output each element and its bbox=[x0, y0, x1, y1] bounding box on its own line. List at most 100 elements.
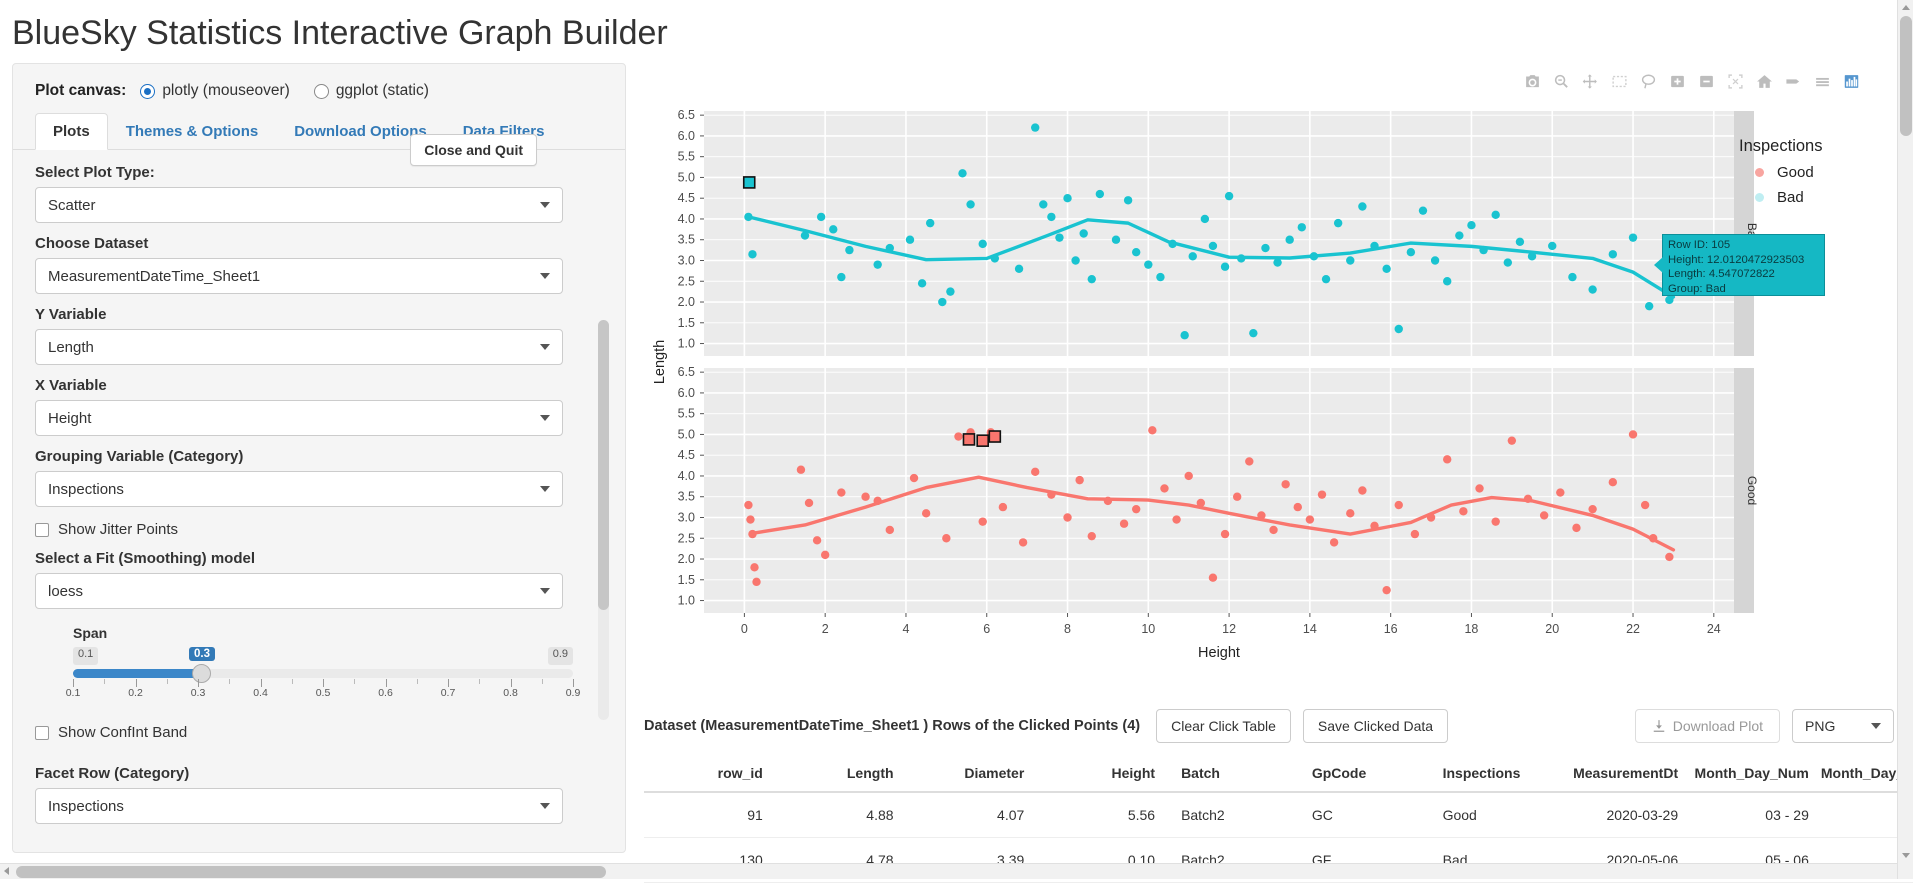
show-jitter-points-label: Show Jitter Points bbox=[58, 521, 179, 538]
autoscale-icon[interactable] bbox=[1727, 73, 1744, 90]
span-slider-block: Span 0.1 0.3 0.9 0.1 0.2 0.3 0.4 0.5 0.6 0.7 0.… bbox=[66, 625, 581, 702]
page-vertical-scrollbar[interactable] bbox=[1897, 0, 1913, 879]
chevron-down-icon bbox=[540, 415, 550, 421]
span-slider-tick-labels: 0.1 0.2 0.3 0.4 0.5 0.6 0.7 0.8 0.9 bbox=[66, 687, 581, 702]
home-icon[interactable] bbox=[1756, 73, 1773, 90]
scroll-down-arrow-icon[interactable] bbox=[1902, 853, 1910, 858]
format-select[interactable]: PNG bbox=[1792, 709, 1894, 743]
facet-row-value: Inspections bbox=[48, 797, 124, 815]
slider-tick bbox=[416, 679, 418, 684]
download-controls: Download Plot PNG bbox=[1634, 709, 1894, 743]
legend-item-bad[interactable]: Bad bbox=[1755, 189, 1822, 206]
slider-tick bbox=[198, 679, 199, 687]
span-min-label: 0.1 bbox=[73, 647, 99, 665]
svg-text:6.5: 6.5 bbox=[678, 365, 695, 379]
radio-plotly-label: plotly (mouseover) bbox=[162, 82, 290, 99]
box-select-icon[interactable] bbox=[1611, 73, 1628, 90]
radio-plotly[interactable]: plotly (mouseover) bbox=[140, 82, 290, 100]
download-plot-label: Download Plot bbox=[1672, 718, 1763, 734]
scroll-left-arrow-icon[interactable] bbox=[4, 867, 9, 875]
legend-label-good: Good bbox=[1777, 164, 1814, 181]
svg-text:2.0: 2.0 bbox=[678, 552, 695, 566]
svg-text:2: 2 bbox=[822, 622, 829, 636]
show-jitter-points-checkbox[interactable]: Show Jitter Points bbox=[35, 521, 585, 538]
svg-text:5.5: 5.5 bbox=[678, 407, 695, 421]
x-variable-select[interactable]: Height bbox=[35, 400, 563, 436]
controls-sidebar: Plot canvas: plotly (mouseover) ggplot (… bbox=[12, 63, 626, 853]
svg-text:3.0: 3.0 bbox=[678, 510, 695, 524]
scroll-up-arrow-icon[interactable] bbox=[1902, 5, 1910, 10]
zoom-in-icon[interactable] bbox=[1669, 73, 1686, 90]
table-header-Batch: Batch bbox=[1167, 757, 1298, 793]
slider-tick bbox=[229, 679, 231, 684]
svg-text:1.0: 1.0 bbox=[678, 337, 695, 351]
hover-compare-icon[interactable] bbox=[1814, 73, 1831, 90]
hover-closest-icon[interactable] bbox=[1843, 73, 1860, 90]
table-cell: Good bbox=[1428, 792, 1560, 838]
plot-type-select[interactable]: Scatter bbox=[35, 187, 563, 223]
slider-tick bbox=[291, 679, 293, 684]
plot-type-label: Select Plot Type: bbox=[35, 164, 155, 181]
camera-icon[interactable] bbox=[1524, 73, 1541, 90]
zoom-icon[interactable] bbox=[1553, 73, 1570, 90]
span-title: Span bbox=[73, 625, 108, 641]
y-variable-label: Y Variable bbox=[35, 306, 107, 323]
svg-text:2.5: 2.5 bbox=[678, 531, 695, 545]
sidebar-scrollbar[interactable] bbox=[598, 320, 609, 720]
tab-plots[interactable]: Plots bbox=[35, 113, 108, 150]
dataset-label: Choose Dataset bbox=[35, 235, 149, 252]
tooltip-arrow-icon bbox=[1654, 257, 1663, 273]
table-row[interactable]: 91 4.88 4.07 5.56 Batch2 GC Good 2020-03-29 03 -… bbox=[644, 792, 1913, 838]
span-slider-handle[interactable] bbox=[192, 664, 211, 683]
tab-themes-options[interactable]: Themes & Options bbox=[125, 123, 259, 140]
legend-title: Inspections bbox=[1739, 137, 1823, 155]
toggle-spikelines-icon[interactable] bbox=[1785, 73, 1802, 90]
legend-label-bad: Bad bbox=[1777, 189, 1804, 206]
table-cell: 03 - 29 bbox=[1690, 792, 1821, 838]
close-and-quit-button[interactable]: Close and Quit bbox=[410, 134, 537, 166]
download-plot-button[interactable]: Download Plot bbox=[1634, 709, 1780, 743]
radio-ggplot-icon[interactable] bbox=[313, 83, 329, 99]
save-clicked-data-button[interactable]: Save Clicked Data bbox=[1302, 709, 1449, 743]
checkbox-icon[interactable] bbox=[35, 725, 49, 740]
lasso-select-icon[interactable] bbox=[1640, 73, 1657, 90]
tooltip-height: Height: 12.0120472923503 bbox=[1668, 253, 1805, 266]
radio-ggplot[interactable]: ggplot (static) bbox=[313, 82, 429, 100]
sidebar-scrollbar-thumb[interactable] bbox=[598, 320, 609, 610]
span-max-label: 0.9 bbox=[547, 647, 573, 665]
plotly-modebar bbox=[644, 63, 1894, 93]
tab-download-options[interactable]: Download Options bbox=[294, 123, 427, 140]
slider-tick bbox=[354, 679, 356, 684]
main-layout: Plot canvas: plotly (mouseover) ggplot (… bbox=[0, 63, 1913, 883]
scatter-plot[interactable]: 1.0 1.5 2.0 2.5 3.0 3.5 4.0 4.5 5.0 5.5 6.0 6.5 Bad 1… bbox=[644, 93, 1844, 693]
chevron-down-icon bbox=[1871, 723, 1881, 729]
vertical-scroll-thumb[interactable] bbox=[1900, 16, 1912, 136]
svg-text:3.5: 3.5 bbox=[678, 233, 695, 247]
y-variable-select[interactable]: Length bbox=[35, 329, 563, 365]
zoom-out-icon[interactable] bbox=[1698, 73, 1715, 90]
table-header-Diameter: Diameter bbox=[905, 757, 1037, 793]
checkbox-icon[interactable] bbox=[35, 522, 49, 537]
dataset-select[interactable]: MeasurementDateTime_Sheet1 bbox=[35, 258, 563, 294]
chevron-down-icon bbox=[540, 273, 550, 279]
show-confint-band-checkbox[interactable]: Show ConfInt Band bbox=[35, 724, 585, 741]
legend: Inspections Good Bad bbox=[1739, 137, 1822, 206]
page-horizontal-scrollbar[interactable] bbox=[0, 863, 1897, 879]
legend-item-good[interactable]: Good bbox=[1755, 164, 1822, 181]
svg-text:1.0: 1.0 bbox=[678, 594, 695, 608]
fit-model-select[interactable]: loess bbox=[35, 573, 563, 609]
horizontal-scroll-thumb[interactable] bbox=[16, 866, 606, 878]
chevron-down-icon bbox=[540, 202, 550, 208]
pan-icon[interactable] bbox=[1582, 73, 1599, 90]
svg-text:3.5: 3.5 bbox=[678, 490, 695, 504]
svg-text:10: 10 bbox=[1141, 622, 1155, 636]
clear-click-table-button[interactable]: Clear Click Table bbox=[1156, 709, 1291, 743]
radio-plotly-icon[interactable] bbox=[140, 83, 156, 99]
slider-tick-label: 0.1 bbox=[65, 687, 81, 699]
format-value: PNG bbox=[1805, 718, 1836, 734]
plot-svg[interactable]: 1.0 1.5 2.0 2.5 3.0 3.5 4.0 4.5 5.0 5.5 6.0 6.5 Bad 1… bbox=[644, 93, 1844, 693]
grouping-variable-select[interactable]: Inspections bbox=[35, 471, 563, 507]
facet-row-select[interactable]: Inspections bbox=[35, 788, 563, 824]
span-slider[interactable] bbox=[73, 664, 573, 683]
svg-text:6.0: 6.0 bbox=[678, 129, 695, 143]
